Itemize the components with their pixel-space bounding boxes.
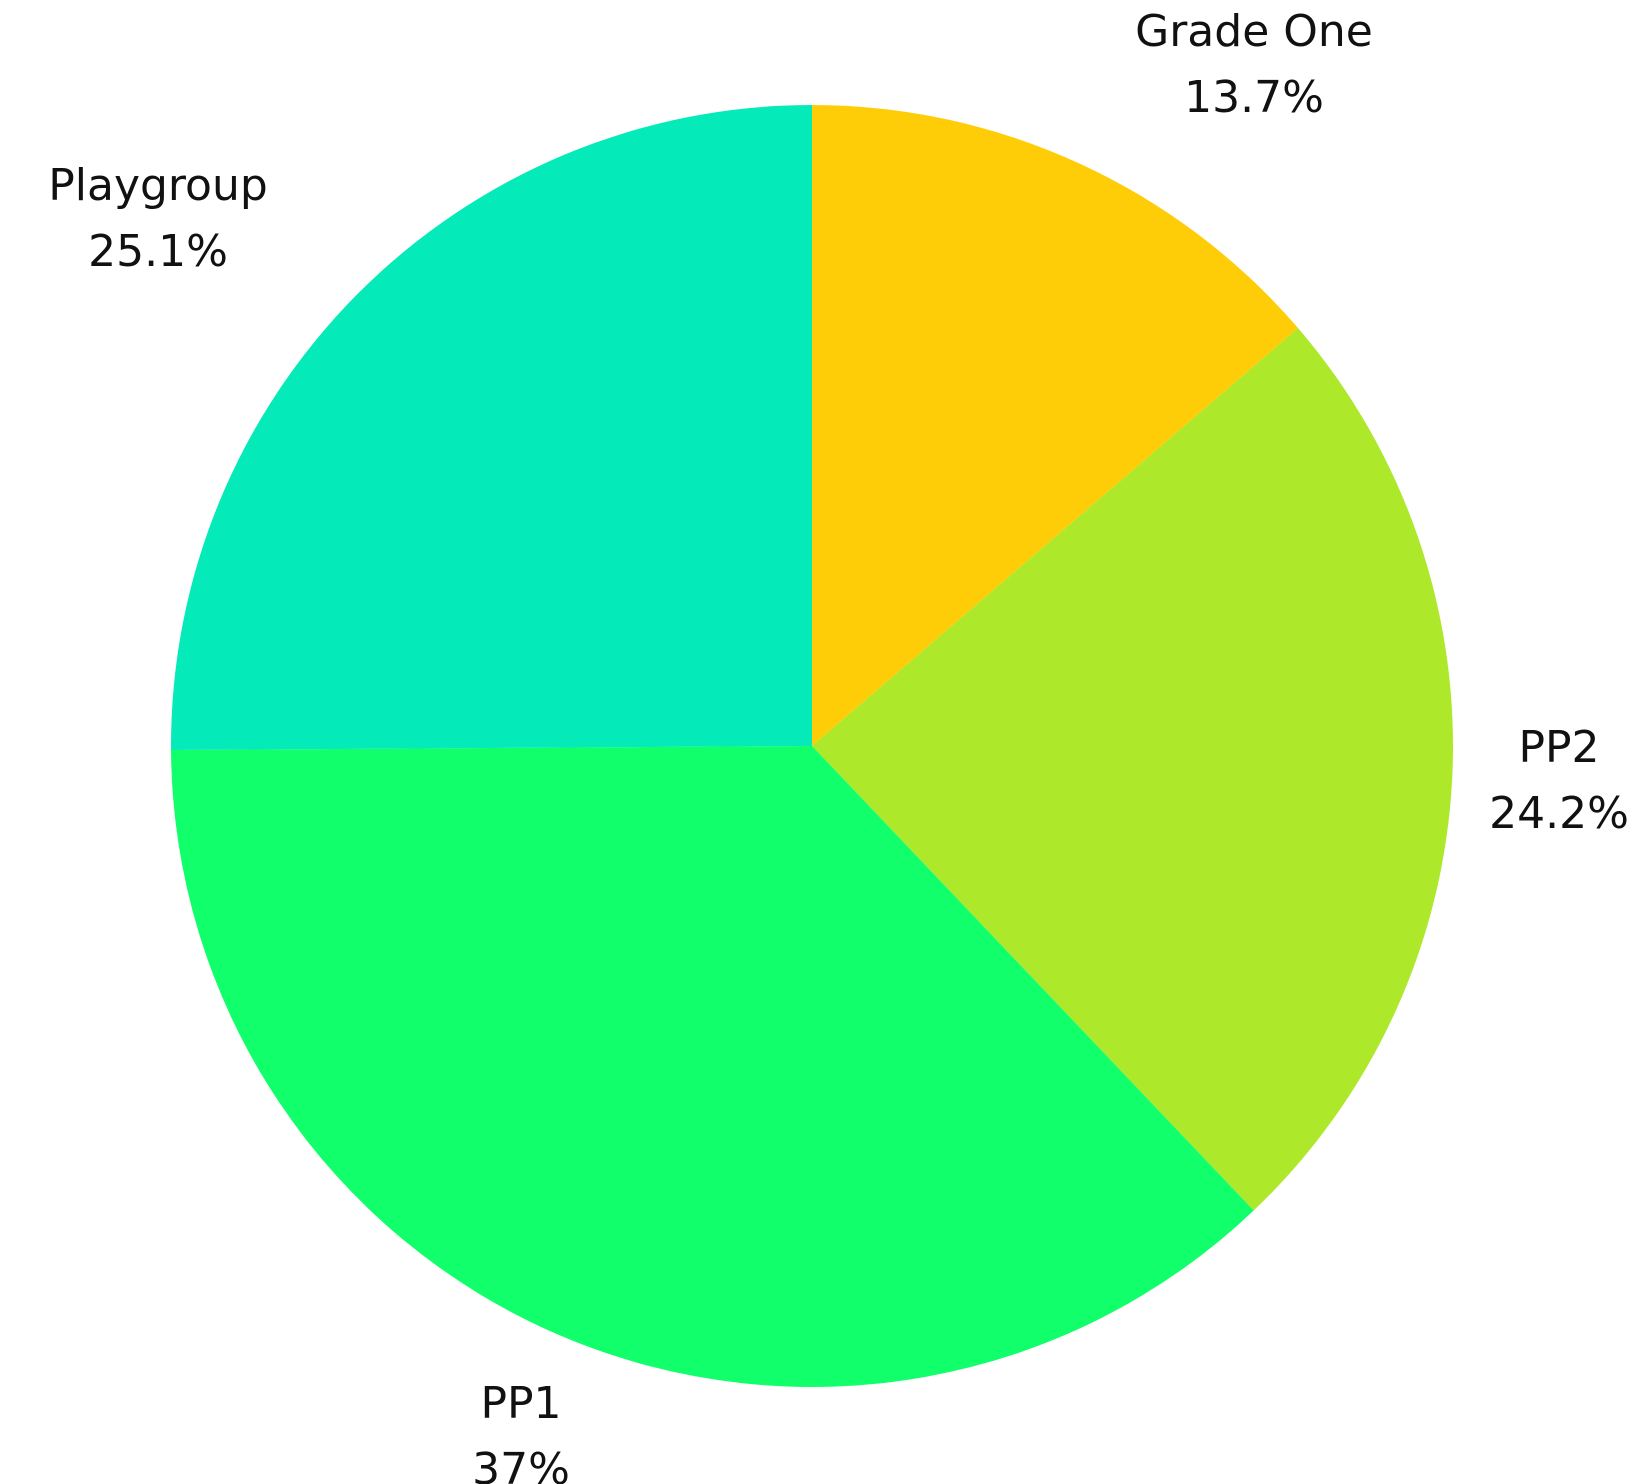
- slice-value-label: 37%: [472, 1444, 570, 1484]
- pie-slice: [812, 328, 1453, 1211]
- slice-label: Playgroup: [48, 160, 268, 211]
- slice-label: PP1: [480, 1378, 561, 1429]
- pie-slice: [170, 105, 812, 751]
- slice-label: Grade One: [1135, 6, 1373, 57]
- slice-label: PP2: [1518, 722, 1599, 773]
- pie-slice: [812, 105, 1299, 746]
- slice-value-label: 25.1%: [88, 226, 228, 277]
- slice-value-label: 24.2%: [1489, 788, 1629, 839]
- slice-value-label: 13.7%: [1184, 72, 1324, 123]
- pie-slice: [171, 746, 1254, 1388]
